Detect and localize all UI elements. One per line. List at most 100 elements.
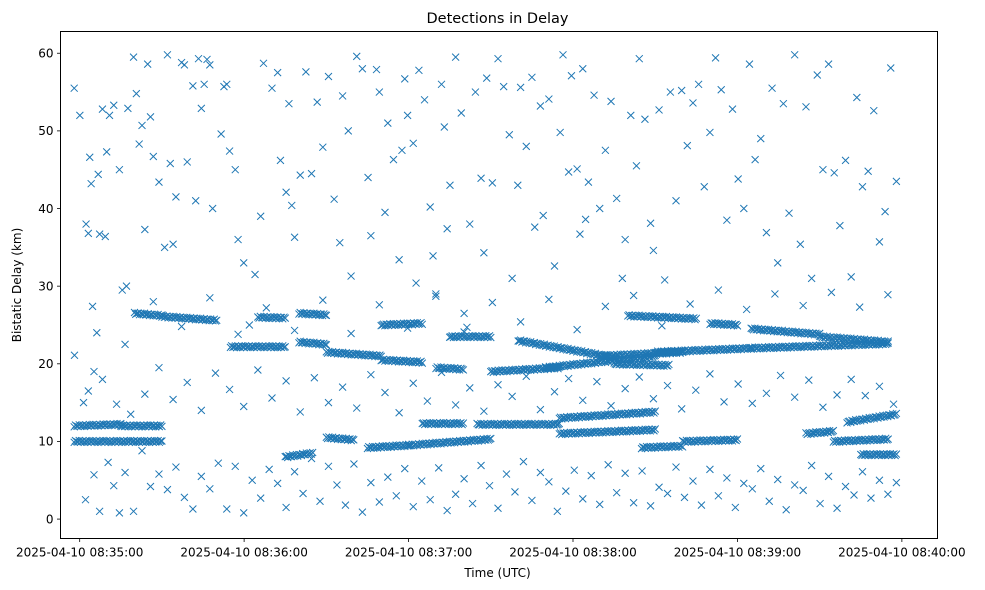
data-point [875, 382, 884, 391]
data-point [183, 158, 192, 166]
data-point [290, 233, 299, 242]
data-point [129, 507, 138, 516]
data-point [115, 509, 124, 517]
data-point [802, 102, 810, 111]
data-point [657, 443, 666, 452]
y-axis: 0 10 20 30 40 50 60 [38, 47, 61, 526]
data-point [494, 54, 502, 63]
data-point [463, 323, 471, 332]
data-point [84, 387, 93, 395]
data-point [101, 232, 110, 241]
data-point [70, 84, 79, 93]
data-point [287, 201, 296, 210]
data-point [324, 72, 333, 81]
data-point [545, 295, 553, 304]
y-tick-label: 30 [38, 279, 53, 293]
data-point [480, 248, 488, 257]
data-point [816, 499, 824, 508]
data-point [310, 373, 319, 382]
data-point [318, 143, 327, 152]
data-point [367, 478, 375, 487]
data-point [203, 55, 211, 64]
data-point [861, 391, 870, 400]
data-point [459, 366, 468, 374]
data-point [697, 501, 706, 509]
data-point [629, 291, 638, 300]
data-point [205, 293, 214, 302]
data-point [742, 305, 751, 314]
data-point [651, 425, 660, 433]
data-point [509, 366, 518, 375]
plot-area [60, 31, 938, 539]
data-point [633, 360, 642, 368]
data-point [528, 73, 536, 82]
data-point [222, 505, 231, 513]
data-point [211, 369, 220, 377]
data-point [282, 503, 290, 512]
data-point [212, 316, 221, 325]
data-point [728, 105, 737, 113]
data-point [508, 392, 516, 401]
data-point [400, 464, 409, 473]
data-point [858, 467, 867, 476]
data-point [200, 80, 209, 89]
data-point [302, 68, 310, 76]
data-point [502, 470, 511, 478]
y-tick-label: 40 [38, 202, 53, 216]
data-point [163, 50, 172, 59]
data-point [658, 321, 666, 330]
data-point [358, 64, 367, 73]
data-point [140, 225, 149, 234]
data-point [282, 377, 290, 385]
data-point [341, 501, 350, 509]
data-point [672, 196, 680, 205]
data-point [138, 121, 146, 130]
data-point [556, 128, 565, 137]
data-point [607, 401, 615, 410]
data-point [836, 221, 844, 230]
data-point [892, 177, 901, 186]
data-point [338, 383, 347, 391]
data-point [437, 80, 446, 89]
chart-title: Detections in Delay [426, 11, 568, 27]
data-point [807, 461, 816, 470]
data-point [459, 419, 468, 427]
data-point [400, 75, 409, 83]
data-point [169, 395, 177, 404]
data-point [550, 387, 559, 396]
y-tick-label: 60 [38, 47, 53, 61]
x-tick-label: 2025-04-10 08:39:00 [674, 546, 801, 560]
y-tick-label: 50 [38, 124, 53, 138]
data-point [417, 477, 426, 485]
data-point [256, 212, 265, 221]
data-point [662, 361, 671, 370]
data-point [581, 215, 590, 224]
data-point [651, 407, 660, 416]
data-point [381, 208, 389, 217]
data-point [813, 71, 822, 79]
data-point [443, 506, 452, 515]
data-point [516, 83, 525, 92]
data-point [194, 54, 203, 63]
data-point [322, 341, 331, 349]
data-point [488, 179, 497, 187]
data-point [403, 111, 412, 120]
data-point [765, 344, 774, 353]
data-point [296, 171, 305, 179]
data-point [155, 470, 163, 478]
data-point [321, 311, 329, 319]
data-point [578, 396, 587, 405]
data-point [841, 482, 850, 491]
data-point [733, 322, 742, 330]
data-point [104, 458, 112, 467]
data-point [172, 463, 180, 471]
data-point [720, 397, 728, 406]
data-point [519, 457, 528, 466]
data-point [494, 380, 502, 389]
data-point [471, 88, 480, 96]
data-point [829, 426, 838, 435]
data-point [892, 450, 901, 458]
data-point [522, 142, 531, 151]
data-point [601, 146, 610, 155]
data-point [418, 320, 427, 329]
